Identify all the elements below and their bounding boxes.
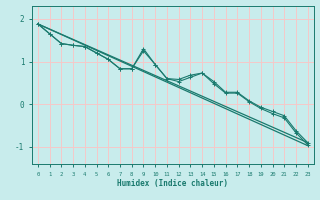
X-axis label: Humidex (Indice chaleur): Humidex (Indice chaleur) bbox=[117, 179, 228, 188]
